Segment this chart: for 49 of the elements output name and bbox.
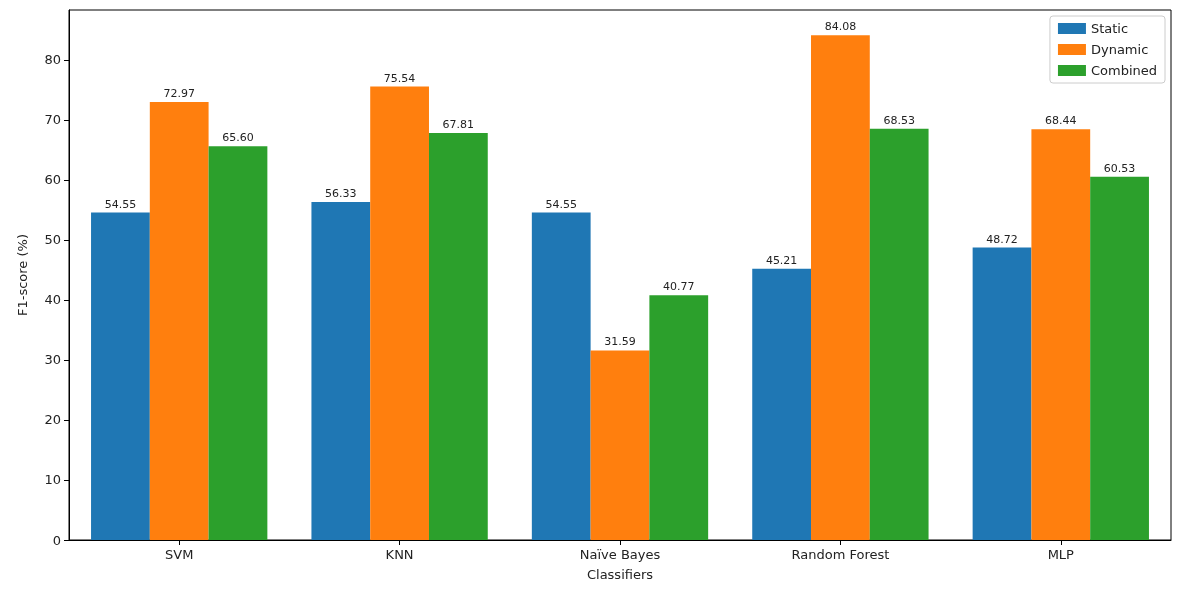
x-tick-label: MLP (1047, 547, 1075, 562)
y-tick-label: 30 (44, 352, 61, 368)
legend-label: Dynamic (1090, 42, 1149, 57)
data-label: 56.33 (325, 186, 357, 200)
data-label: 75.54 (383, 71, 416, 85)
y-tick-label: 0 (52, 532, 61, 548)
y-tick-label: 70 (44, 112, 61, 128)
x-tick-label: Random Forest (791, 547, 890, 562)
bar (972, 247, 1032, 540)
bar (208, 146, 268, 540)
y-tick-label: 40 (44, 292, 61, 308)
bar (311, 201, 371, 540)
bar (1090, 176, 1149, 540)
data-label: 72.97 (163, 87, 195, 101)
data-label: 67.81 (442, 117, 475, 131)
data-label: 65.60 (222, 131, 254, 145)
x-tick-label: Naïve Bayes (579, 547, 661, 562)
data-label: 84.08 (824, 20, 857, 34)
y-tick-label: 50 (44, 232, 61, 248)
bar (752, 268, 812, 540)
bar (811, 35, 870, 540)
data-label: 40.77 (663, 280, 695, 294)
bar (1031, 129, 1091, 540)
bar (531, 212, 591, 540)
x-tick-label: KNN (385, 547, 414, 562)
data-label: 31.59 (604, 335, 636, 349)
y-tick-label: 80 (44, 52, 61, 68)
bar (149, 102, 209, 540)
bar (590, 350, 650, 540)
x-tick-label: SVM (165, 547, 194, 562)
data-label: 54.55 (545, 197, 577, 211)
bar (91, 212, 150, 540)
y-tick-label: 10 (44, 472, 61, 488)
bar (869, 128, 929, 540)
bar (649, 295, 709, 540)
legend-label: Combined (1090, 63, 1158, 78)
data-label: 60.53 (1103, 161, 1136, 175)
bar (370, 86, 429, 540)
data-label: 68.44 (1045, 114, 1077, 128)
data-label: 45.21 (765, 253, 798, 267)
legend-label: Static (1090, 21, 1129, 36)
y-tick-label: 60 (44, 172, 61, 188)
y-axis-title: F1-score (%) (15, 234, 30, 316)
x-axis-title: Classifiers (586, 567, 654, 582)
data-label: 48.72 (986, 232, 1018, 246)
bar (428, 132, 488, 540)
y-tick-label: 20 (44, 412, 61, 428)
data-label: 54.55 (104, 197, 137, 211)
data-label: 68.53 (883, 113, 915, 127)
